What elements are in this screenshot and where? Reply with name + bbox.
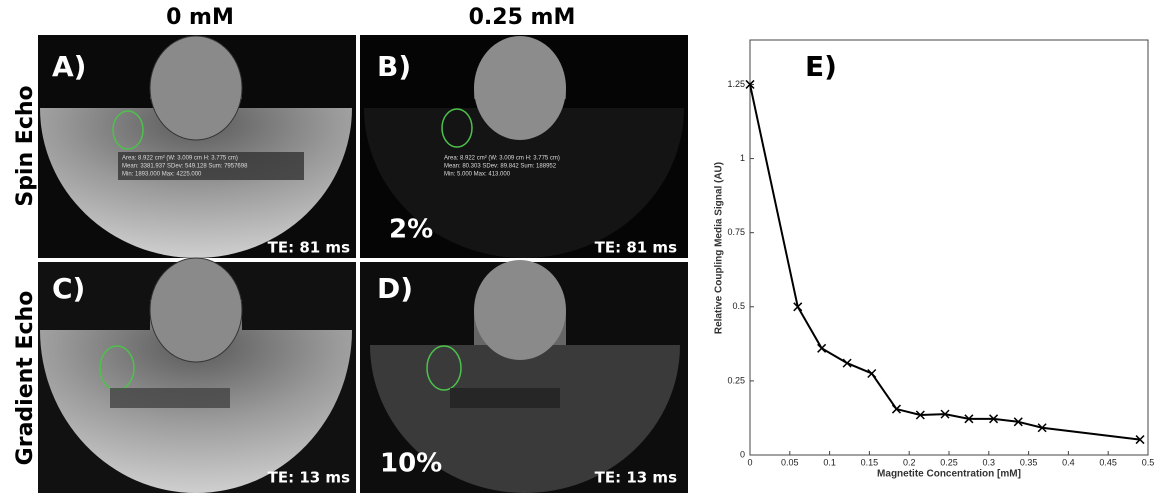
y-tick-label: 1.25 (727, 79, 745, 89)
y-tick-label: 0.5 (732, 301, 745, 311)
signal-percent: 10% (380, 449, 442, 479)
data-marker (817, 343, 827, 353)
data-marker (940, 409, 950, 419)
column-header: 0 mM (166, 5, 234, 30)
panel-label: C) (52, 272, 85, 305)
data-marker (1135, 435, 1145, 445)
x-tick-label: 0.45 (1099, 457, 1117, 467)
roi-stat: Min: 1893.000 Max: 4225.000 (122, 172, 202, 178)
mri-panel (38, 35, 356, 258)
mri-panel (360, 35, 688, 258)
echo-time: TE: 81 ms (595, 239, 677, 257)
column-header: 0.25 mM (469, 5, 576, 30)
data-marker (964, 414, 974, 424)
x-tick-label: 0.4 (1062, 457, 1075, 467)
row-label: Spin Echo (13, 85, 38, 206)
panel-label: E) (805, 50, 837, 83)
x-tick-label: 0.15 (861, 457, 879, 467)
data-marker (793, 302, 803, 312)
data-line (749, 84, 1141, 441)
data-marker (915, 410, 925, 420)
x-tick-label: 0.35 (1020, 457, 1038, 467)
panel-label: A) (52, 50, 86, 83)
roi-stat: Area: 8.922 cm² (W: 3.009 cm H: 3.775 cm… (122, 156, 238, 162)
roi-stat: Mean: 3381.937 SDev: 549.128 Sum: 795769… (122, 164, 248, 170)
data-marker (867, 368, 877, 379)
roi-stat: Mean: 80.303 SDev: 89.842 Sum: 188952 (444, 164, 557, 170)
y-tick-label: 0 (740, 449, 745, 459)
mri-panel (38, 257, 356, 493)
data-marker (1013, 417, 1023, 427)
data-marker (989, 414, 999, 424)
x-tick-label: 0.1 (823, 457, 836, 467)
roi-stat: Area: 8.922 cm² (W: 3.009 cm H: 3.775 cm… (444, 156, 560, 162)
y-axis-label: Relative Coupling Media Signal (AU) (714, 162, 725, 334)
data-marker (1037, 423, 1047, 433)
y-tick-label: 1 (740, 153, 745, 163)
x-tick-label: 0.05 (781, 457, 799, 467)
panel-label: D) (377, 272, 413, 305)
x-tick-label: 0.5 (1142, 457, 1155, 467)
row-label: Gradient Echo (13, 291, 38, 466)
signal-percent: 2% (389, 215, 433, 245)
plot-frame (749, 39, 1149, 456)
data-marker (891, 404, 901, 414)
data-marker (842, 358, 852, 368)
roi-stat: Min: 5.000 Max: 413.000 (444, 172, 511, 178)
y-tick-label: 0.75 (727, 227, 745, 237)
echo-time: TE: 13 ms (595, 469, 677, 487)
x-tick-label: 0 (747, 457, 752, 467)
x-tick-label: 0.3 (983, 457, 996, 467)
data-marker (745, 79, 755, 89)
x-tick-label: 0.25 (940, 457, 958, 467)
echo-time: TE: 81 ms (268, 239, 350, 257)
y-tick-label: 0.25 (727, 375, 745, 385)
x-tick-label: 0.2 (903, 457, 916, 467)
x-axis-label: Magnetite Concentration [mM] (877, 469, 1021, 480)
mri-panel (360, 260, 688, 493)
echo-time: TE: 13 ms (268, 469, 350, 487)
panel-label: B) (377, 50, 411, 83)
